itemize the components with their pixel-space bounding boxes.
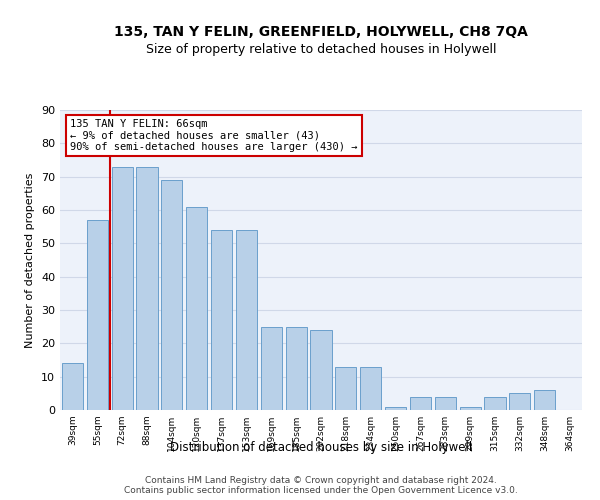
Bar — [435, 396, 456, 410]
Bar — [236, 230, 257, 410]
Bar — [112, 166, 133, 410]
Bar — [310, 330, 332, 410]
Bar — [261, 326, 282, 410]
Bar — [410, 396, 431, 410]
Bar — [360, 366, 381, 410]
Text: Contains HM Land Registry data © Crown copyright and database right 2024.
Contai: Contains HM Land Registry data © Crown c… — [124, 476, 518, 495]
Text: Size of property relative to detached houses in Holywell: Size of property relative to detached ho… — [146, 42, 496, 56]
Bar — [460, 406, 481, 410]
Text: 135, TAN Y FELIN, GREENFIELD, HOLYWELL, CH8 7QA: 135, TAN Y FELIN, GREENFIELD, HOLYWELL, … — [114, 25, 528, 39]
Y-axis label: Number of detached properties: Number of detached properties — [25, 172, 35, 348]
Text: 135 TAN Y FELIN: 66sqm
← 9% of detached houses are smaller (43)
90% of semi-deta: 135 TAN Y FELIN: 66sqm ← 9% of detached … — [70, 119, 358, 152]
Bar — [534, 390, 555, 410]
Bar — [286, 326, 307, 410]
Bar — [87, 220, 108, 410]
Bar — [136, 166, 158, 410]
Bar — [385, 406, 406, 410]
Bar — [484, 396, 506, 410]
Bar — [335, 366, 356, 410]
Bar — [62, 364, 83, 410]
Bar — [509, 394, 530, 410]
Text: Distribution of detached houses by size in Holywell: Distribution of detached houses by size … — [170, 441, 472, 454]
Bar — [211, 230, 232, 410]
Bar — [186, 206, 207, 410]
Bar — [161, 180, 182, 410]
